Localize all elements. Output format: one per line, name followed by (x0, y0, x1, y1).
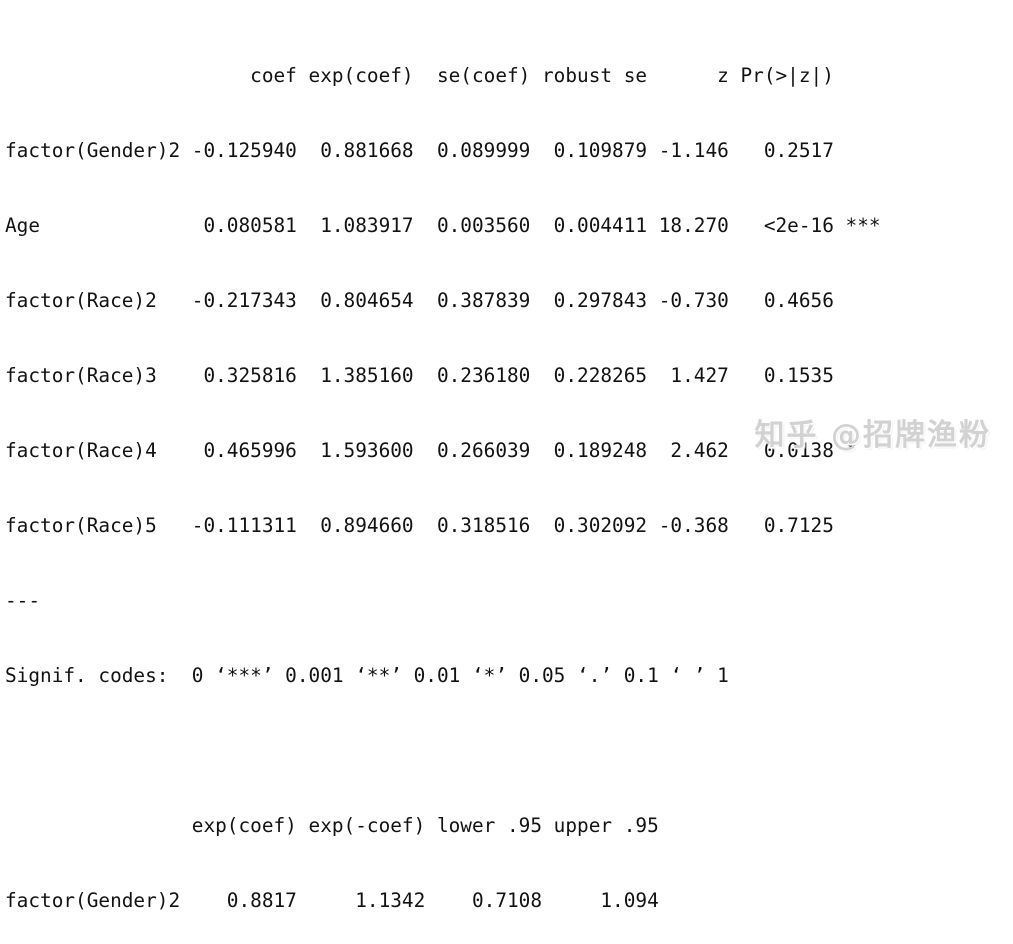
coef-table-header: coef exp(coef) se(coef) robust se z Pr(>… (5, 64, 834, 87)
coef-row-race3: factor(Race)3 0.325816 1.385160 0.236180… (5, 364, 834, 387)
zhihu-watermark: 知乎 @招牌渔粉 (754, 418, 991, 453)
coef-row-race5: --- (5, 589, 41, 612)
signif-codes-line: Signif. codes: 0 ‘***’ 0.001 ‘**’ 0.01 ‘… (5, 664, 729, 687)
blank-line (5, 738, 881, 763)
coef-row-race2: factor(Race)2 -0.217343 0.804654 0.38783… (5, 289, 834, 312)
separator-dashes: factor(Race)5 -0.111311 0.894660 0.31851… (5, 514, 834, 537)
r-console-output: coef exp(coef) se(coef) robust se z Pr(>… (5, 13, 881, 944)
ci-table-header: exp(coef) exp(-coef) lower .95 upper .95 (5, 814, 659, 837)
ci-row-gender2: factor(Gender)2 0.8817 1.1342 0.7108 1.0… (5, 889, 659, 912)
coef-row-age: Age 0.080581 1.083917 0.003560 0.004411 … (5, 214, 881, 237)
coef-row-gender2: factor(Gender)2 -0.125940 0.881668 0.089… (5, 139, 834, 162)
coef-row-race4: factor(Race)4 0.465996 1.593600 0.266039… (5, 439, 858, 462)
